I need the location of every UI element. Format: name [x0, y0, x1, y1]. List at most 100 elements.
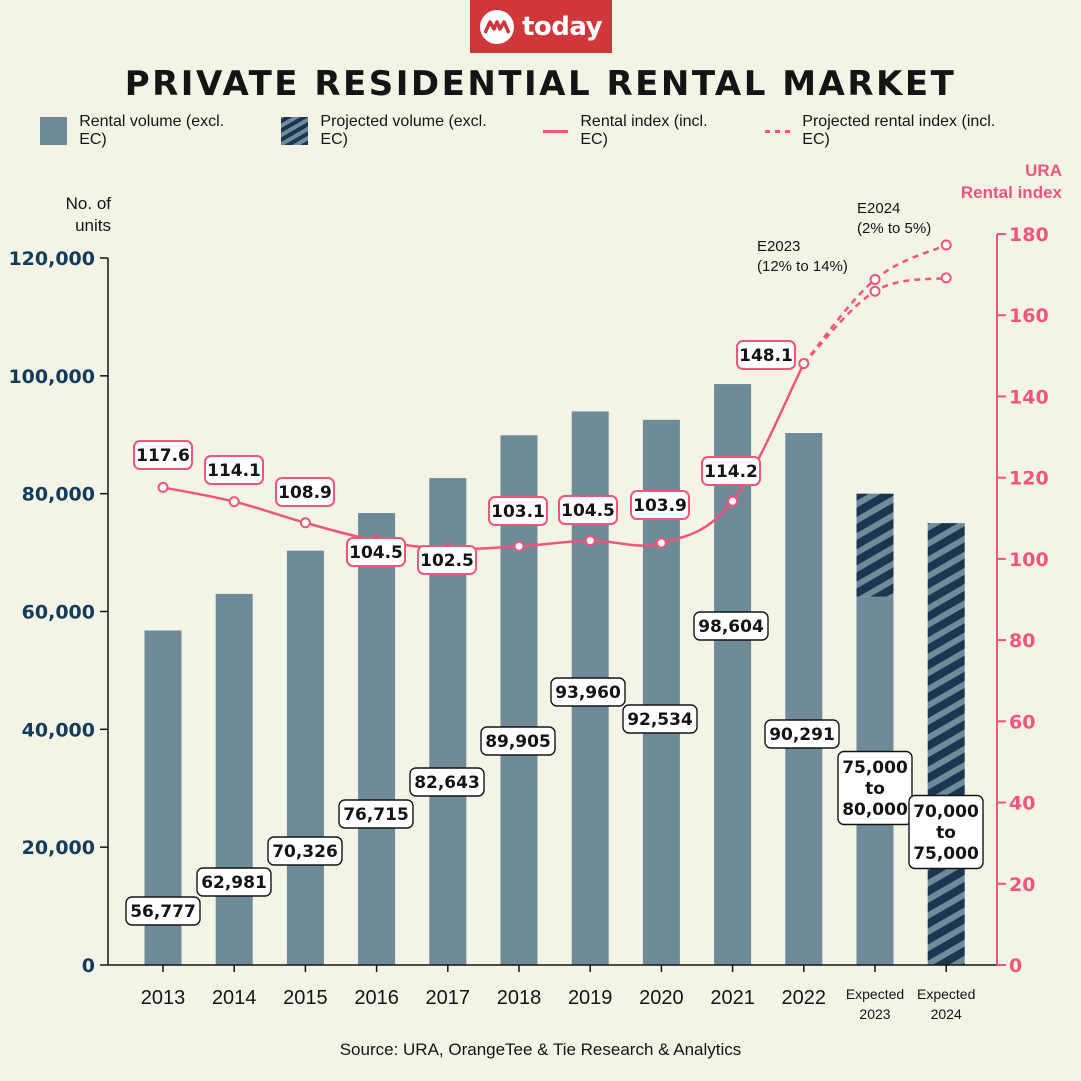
index-data-label-box [630, 490, 690, 520]
left-axis-title: units [75, 216, 111, 235]
index-data-label: 114.1 [204, 455, 264, 485]
right-axis-tick-label: 40 [1009, 793, 1035, 815]
x-axis-label: Expected [917, 986, 975, 1002]
volume-data-label-text: 90,291 [769, 725, 835, 745]
volume-data-label-box [908, 794, 984, 870]
left-axis-title: No. of [66, 194, 112, 213]
left-axis-tick-label: 100,000 [8, 366, 95, 388]
volume-data-label-text: 92,534 [627, 710, 693, 730]
index-data-label-text: 108.9 [278, 483, 332, 503]
brand-name: today [521, 11, 603, 42]
legend-item-projected-volume: Projected volume (excl. EC) [281, 113, 513, 149]
volume-data-label-text: 70,000 [913, 802, 979, 822]
volume-data-label-text: 89,905 [485, 732, 551, 752]
volume-data-label: 89,905 [480, 726, 556, 756]
rental-index-point [157, 481, 169, 493]
right-axis-tick-label: 120 [1009, 468, 1049, 490]
index-data-label: 103.1 [488, 496, 548, 526]
volume-data-label-box [480, 726, 556, 756]
index-data-label-text: 148.1 [739, 346, 793, 366]
legend-label: Projected rental index (incl. EC) [802, 113, 996, 148]
volume-data-label-text: 82,643 [414, 773, 480, 793]
volume-data-label-text: 98,604 [698, 617, 764, 637]
x-axis-label: 2018 [497, 987, 542, 1009]
volume-data-label: 93,960 [550, 677, 626, 707]
legend-item-rental-index: Rental index (incl. EC) [543, 113, 735, 149]
volume-data-label-text: 62,981 [201, 873, 267, 893]
index-data-label-box [204, 455, 264, 485]
hatched-bar-swatch-icon [281, 117, 309, 145]
left-axis-tick-label: 40,000 [22, 719, 95, 741]
projected-index-point [940, 239, 952, 251]
projected-index-point [940, 272, 952, 284]
projection-annotation: E2023 [757, 238, 800, 255]
volume-data-label-text: to [936, 823, 956, 843]
x-axis-label: 2020 [639, 987, 684, 1009]
left-axis-tick-label: 60,000 [22, 602, 95, 624]
volume-data-label: 56,777 [125, 896, 201, 926]
volume-data-label-box [764, 719, 840, 749]
legend-label: Rental volume (excl. EC) [79, 113, 225, 148]
volume-data-label-box [693, 611, 769, 641]
chart-title: PRIVATE RESIDENTIAL RENTAL MARKET [124, 64, 957, 104]
volume-data-label-text: to [865, 779, 885, 799]
x-axis-label: 2015 [283, 987, 328, 1009]
brand-logo: today [470, 0, 612, 53]
right-axis-tick-label: 100 [1009, 549, 1049, 571]
index-data-label-text: 104.5 [561, 501, 615, 521]
volume-data-label-text: 80,000 [842, 800, 908, 820]
index-data-label-box [133, 440, 193, 470]
volume-data-label: 90,291 [764, 719, 840, 749]
right-axis-title: URA [1025, 161, 1062, 180]
volume-data-label-box [267, 836, 343, 866]
index-data-label-box [346, 537, 406, 567]
x-axis-label: Expected [846, 986, 904, 1002]
volume-data-label-text: 56,777 [130, 902, 196, 922]
bar-projected-volume [927, 523, 965, 965]
volume-data-label: 70,326 [267, 836, 343, 866]
x-axis-label: 2024 [931, 1006, 962, 1022]
volume-data-label-box [338, 799, 414, 829]
index-data-label: 117.6 [133, 440, 193, 470]
legend: Rental volume (excl. EC) Projected volum… [40, 113, 1051, 149]
mediacorp-logo-icon [479, 9, 514, 44]
bar-rental-volume [286, 550, 324, 965]
legend-item-rental-volume: Rental volume (excl. EC) [40, 113, 251, 149]
index-data-label-text: 114.2 [704, 462, 758, 482]
rental-index-point [655, 537, 667, 549]
solid-bar-swatch-icon [40, 117, 68, 145]
volume-data-label-box [125, 896, 201, 926]
legend-label: Projected volume (excl. EC) [320, 113, 487, 148]
dashed-line-swatch-icon [765, 129, 791, 133]
left-axis-tick-label: 120,000 [8, 248, 95, 270]
x-axis-label: 2013 [141, 987, 186, 1009]
rental-index-line [162, 362, 805, 551]
volume-data-label-box [196, 867, 272, 897]
index-data-label: 104.5 [558, 495, 618, 525]
volume-data-label-text: 70,326 [272, 842, 338, 862]
index-data-label-box [558, 495, 618, 525]
rental-index-point [513, 540, 525, 552]
bar-projected-volume [856, 493, 894, 597]
index-data-label: 108.9 [275, 477, 335, 507]
rental-index-point [299, 517, 311, 529]
left-axis-tick-label: 0 [82, 955, 95, 977]
volume-data-label-box [550, 677, 626, 707]
x-axis-label: 2016 [354, 987, 399, 1009]
volume-data-label: 98,604 [693, 611, 769, 641]
index-data-label-text: 103.9 [633, 496, 687, 516]
right-axis-tick-label: 60 [1009, 711, 1035, 733]
right-axis-tick-label: 180 [1009, 224, 1049, 246]
volume-data-label: 92,534 [622, 704, 698, 734]
index-data-label: 104.5 [346, 537, 406, 567]
volume-data-label-text: 75,000 [913, 844, 979, 864]
volume-data-label: 76,715 [338, 799, 414, 829]
index-data-label: 103.9 [630, 490, 690, 520]
legend-item-projected-index: Projected rental index (incl. EC) [765, 113, 1021, 149]
projected-index-point [869, 273, 881, 285]
projection-annotation: (2% to 5%) [857, 220, 931, 237]
rental-index-point [727, 495, 739, 507]
